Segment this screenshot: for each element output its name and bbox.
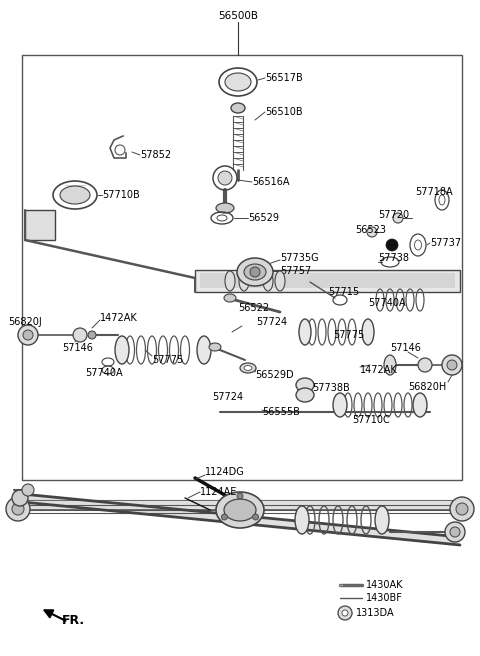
Text: 57715: 57715 [328,287,359,297]
Ellipse shape [209,343,221,351]
Ellipse shape [225,271,235,291]
Text: 57775: 57775 [333,330,364,340]
Polygon shape [195,270,460,292]
Ellipse shape [375,506,389,534]
Circle shape [12,490,28,506]
Ellipse shape [218,171,232,185]
Text: 1124DG: 1124DG [205,467,245,477]
Circle shape [338,606,352,620]
Circle shape [442,355,462,375]
Ellipse shape [197,336,211,364]
Ellipse shape [225,73,251,91]
Ellipse shape [384,355,396,375]
Text: 57724: 57724 [256,317,287,327]
Text: 56522: 56522 [238,303,269,313]
Ellipse shape [296,388,314,402]
Text: 56555B: 56555B [262,407,300,417]
Ellipse shape [217,215,227,221]
Text: 1430BF: 1430BF [366,593,403,603]
Text: 57710B: 57710B [102,190,140,200]
Ellipse shape [333,393,347,417]
Ellipse shape [263,271,273,291]
Ellipse shape [115,336,129,364]
Circle shape [445,522,465,542]
Text: 57710C: 57710C [352,415,390,425]
Text: 57720: 57720 [378,210,409,220]
Circle shape [23,330,33,340]
Bar [200,273,455,288]
Text: 57724: 57724 [212,392,243,402]
Circle shape [418,358,432,372]
Circle shape [450,527,460,537]
Circle shape [252,514,259,520]
Text: 57757: 57757 [280,266,311,276]
Circle shape [450,497,474,521]
Circle shape [386,239,398,251]
Text: 57852: 57852 [140,150,171,160]
Text: 1124AE: 1124AE [200,487,238,497]
Ellipse shape [224,294,236,302]
Ellipse shape [439,195,445,205]
Text: 56820H: 56820H [408,382,446,392]
Circle shape [22,484,34,496]
Ellipse shape [299,319,311,345]
Text: 1430AK: 1430AK [366,580,404,590]
Ellipse shape [60,186,90,204]
Ellipse shape [240,363,256,373]
Bar [22,55,462,480]
Ellipse shape [275,271,285,291]
Text: 1472AK: 1472AK [360,365,398,375]
Text: 56516A: 56516A [252,177,289,187]
Text: 56517B: 56517B [265,73,303,83]
Ellipse shape [237,258,273,286]
Text: 56820J: 56820J [8,317,42,327]
Ellipse shape [244,365,252,371]
Ellipse shape [244,264,266,280]
Circle shape [73,328,87,342]
Ellipse shape [415,240,421,250]
Ellipse shape [224,499,256,521]
Circle shape [367,227,377,237]
Polygon shape [25,210,55,240]
Ellipse shape [231,103,245,113]
Polygon shape [22,494,460,545]
Ellipse shape [362,319,374,345]
Text: 1472AK: 1472AK [100,313,138,323]
Ellipse shape [296,378,314,392]
Text: 57775: 57775 [152,355,183,365]
Text: 56523: 56523 [355,225,386,235]
Text: 56500B: 56500B [218,11,258,21]
Text: 57737: 57737 [430,238,461,248]
Text: 57146: 57146 [390,343,421,353]
Text: 57740A: 57740A [85,368,122,378]
Text: 57735G: 57735G [280,253,319,263]
Circle shape [88,331,96,339]
Text: 56529D: 56529D [255,370,294,380]
Circle shape [250,267,260,277]
Ellipse shape [239,271,249,291]
Circle shape [447,360,457,370]
Text: 57738B: 57738B [312,383,350,393]
Circle shape [393,213,403,223]
Text: 56529: 56529 [248,213,279,223]
Circle shape [12,503,24,515]
Ellipse shape [216,203,234,213]
Ellipse shape [216,492,264,528]
Text: 57740A: 57740A [368,298,406,308]
Text: 56510B: 56510B [265,107,302,117]
Ellipse shape [413,393,427,417]
Circle shape [221,514,228,520]
Ellipse shape [295,506,309,534]
Circle shape [237,493,243,499]
Text: 57738: 57738 [378,253,409,263]
Circle shape [342,610,348,616]
Circle shape [6,497,30,521]
Text: 57718A: 57718A [415,187,453,197]
Circle shape [456,503,468,515]
Text: 57146: 57146 [62,343,93,353]
Circle shape [18,325,38,345]
Text: FR.: FR. [62,613,85,626]
Text: 1313DA: 1313DA [356,608,395,618]
